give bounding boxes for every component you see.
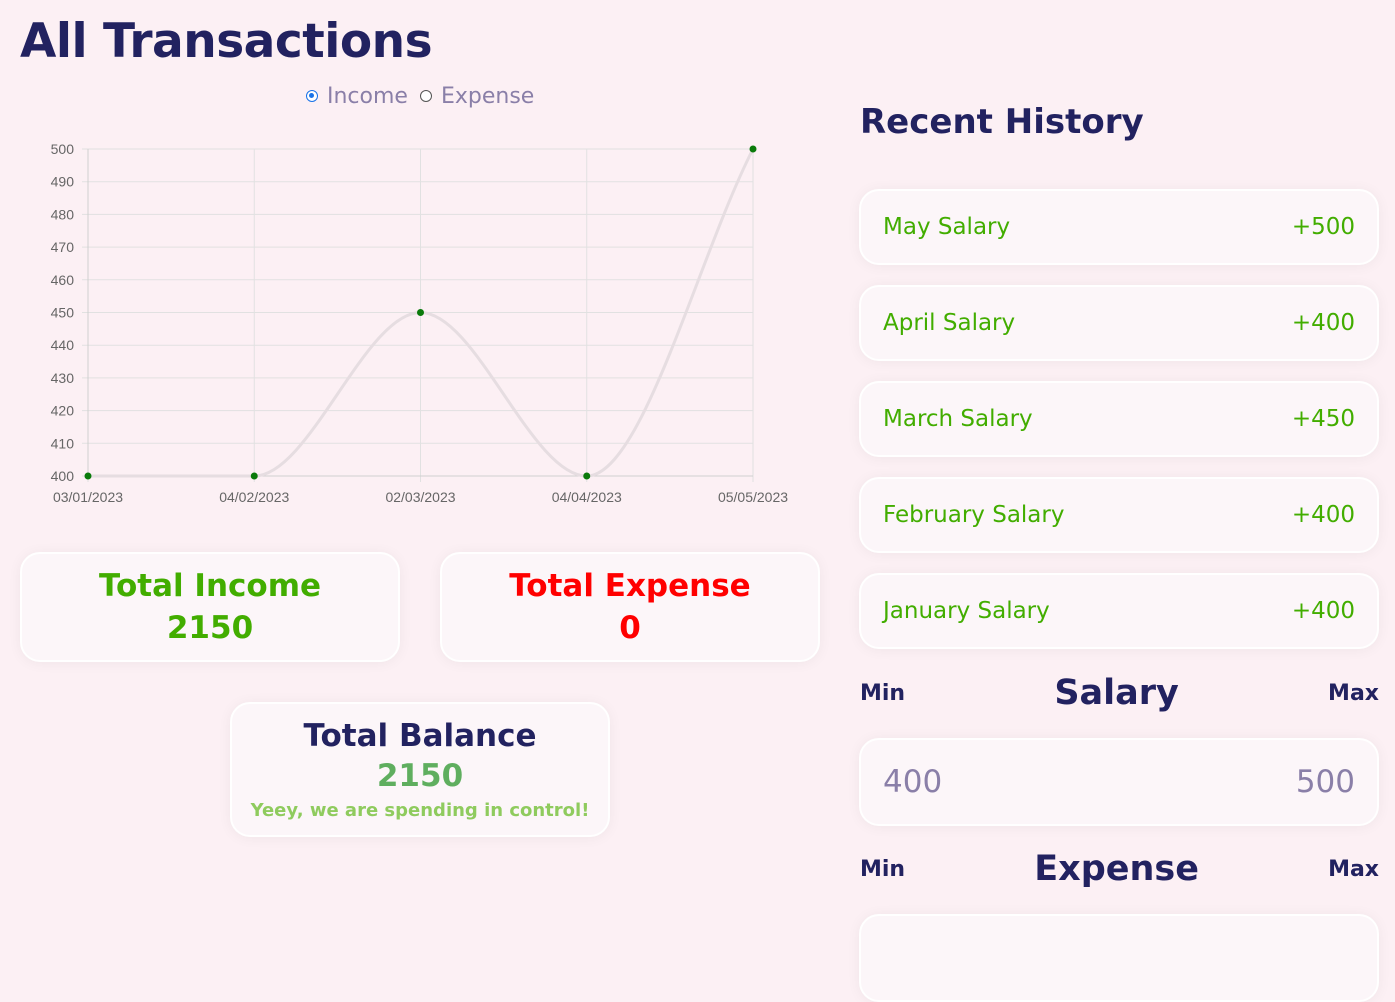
total-income-card: Total Income 2150 <box>20 552 400 662</box>
salary-min-value: 400 <box>883 764 943 800</box>
y-tick-label: 480 <box>51 206 75 222</box>
data-point <box>250 472 258 480</box>
expense-range-title: Expense <box>1034 849 1199 889</box>
total-balance-label: Total Balance <box>303 718 537 754</box>
expense-range-header: Min Expense Max <box>860 844 1379 894</box>
y-tick-label: 500 <box>51 141 75 157</box>
y-tick-label: 430 <box>51 370 75 386</box>
x-tick-label: 04/04/2023 <box>552 489 622 505</box>
expense-radio[interactable]: Expense <box>419 83 535 109</box>
income-radio-label: Income <box>327 83 408 109</box>
total-expense-value: 0 <box>619 610 641 646</box>
expense-radio-label: Expense <box>440 83 535 109</box>
history-item: January Salary +400 <box>859 573 1379 649</box>
data-point <box>84 472 92 480</box>
transaction-type-filter: Income Expense <box>306 83 546 109</box>
y-tick-label: 450 <box>51 305 75 321</box>
total-expense-label: Total Expense <box>509 568 751 604</box>
history-item-name: February Salary <box>883 502 1065 528</box>
salary-range-box: 400 500 <box>859 738 1379 826</box>
expense-max-label: Max <box>1328 856 1379 882</box>
history-item-name: May Salary <box>883 214 1011 240</box>
y-tick-label: 470 <box>51 239 75 255</box>
y-tick-label: 400 <box>51 468 75 484</box>
salary-range-header: Min Salary Max <box>860 668 1379 718</box>
history-item: February Salary +400 <box>859 477 1379 553</box>
history-item: May Salary +500 <box>859 189 1379 265</box>
history-item-amount: +400 <box>1291 502 1355 528</box>
history-item-name: April Salary <box>883 310 1016 336</box>
history-item-name: March Salary <box>883 406 1033 432</box>
y-tick-label: 420 <box>51 403 75 419</box>
x-tick-label: 04/02/2023 <box>219 489 289 505</box>
expense-radio-indicator[interactable] <box>419 90 432 102</box>
y-tick-label: 490 <box>51 174 75 190</box>
x-tick-label: 05/05/2023 <box>718 489 788 505</box>
data-point <box>583 472 591 480</box>
balance-message: Yeey, we are spending in control! <box>250 800 590 821</box>
salary-max-label: Max <box>1328 680 1379 706</box>
data-point <box>749 145 757 153</box>
salary-max-value: 500 <box>1295 764 1355 800</box>
y-tick-label: 440 <box>51 337 75 353</box>
expense-range-box <box>859 914 1379 1002</box>
total-income-value: 2150 <box>166 610 254 646</box>
x-tick-label: 02/03/2023 <box>385 489 455 505</box>
y-tick-label: 460 <box>51 272 75 288</box>
data-point <box>417 309 424 316</box>
history-item-amount: +500 <box>1291 214 1355 240</box>
history-item-amount: +400 <box>1291 598 1355 624</box>
x-tick-label: 03/01/2023 <box>53 489 123 505</box>
income-radio[interactable]: Income <box>306 84 408 109</box>
income-series-line <box>88 148 755 478</box>
history-item: March Salary +450 <box>859 381 1379 457</box>
transactions-line-chart: 400 410 420 430 440 450 460 470 480 490 500 03/01/2… <box>51 141 789 505</box>
history-item-amount: +450 <box>1291 406 1355 432</box>
y-tick-label: 410 <box>51 435 75 451</box>
income-radio-indicator[interactable] <box>306 90 318 102</box>
salary-min-label: Min <box>860 680 906 706</box>
history-item: April Salary +400 <box>859 285 1379 361</box>
total-income-label: Total Income <box>98 568 322 604</box>
total-balance-value: 2150 <box>376 758 464 794</box>
expense-min-label: Min <box>860 856 906 882</box>
history-item-name: January Salary <box>883 598 1050 624</box>
total-expense-card: Total Expense 0 <box>440 552 820 662</box>
total-balance-card: Total Balance 2150 Yeey, we are spending… <box>230 702 610 837</box>
history-item-amount: +400 <box>1291 310 1355 336</box>
page-title: All Transactions <box>20 14 433 69</box>
recent-history-title: Recent History <box>860 102 1144 142</box>
salary-range-title: Salary <box>1054 673 1179 713</box>
